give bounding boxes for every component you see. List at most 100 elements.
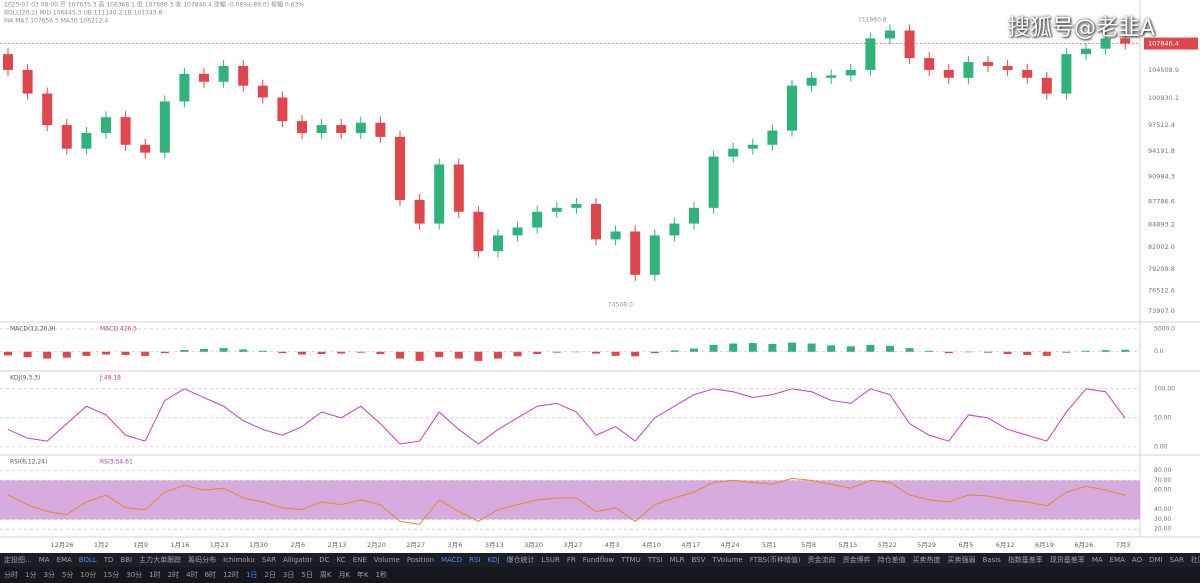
toolbar-item[interactable]: 2日 [264,571,276,579]
macd-bar [533,351,542,355]
x-tick-label: 5月1 [762,541,777,549]
y-tick-label: 104508.9 [1148,66,1179,74]
toolbar-item[interactable]: 6时 [204,571,217,579]
candle-body [22,69,33,94]
toolbar-item[interactable]: 1日 [245,571,258,579]
toolbar-item[interactable]: MA [1091,556,1103,564]
toolbar-item[interactable]: TD [103,556,114,564]
toolbar-item[interactable]: MACD [441,556,463,564]
toolbar-item[interactable]: 筹码分布 [188,556,217,564]
toolbar-item[interactable]: EMA [1109,556,1125,564]
candle-body [120,117,131,145]
candle-body [297,121,307,133]
y-tick-label: 5000.0 [1154,325,1175,332]
toolbar-item[interactable]: 15分 [103,571,120,579]
toolbar-item[interactable]: 3分 [43,571,55,579]
candle-body [767,130,778,145]
toolbar-item[interactable]: 1分 [25,571,37,579]
toolbar-item[interactable]: 资金博弈 [842,556,871,564]
toolbar-item[interactable]: 30分 [126,571,143,579]
toolbar-item[interactable]: 持仓差值 [877,556,906,564]
toolbar-item[interactable]: FR [566,556,576,564]
toolbar-item[interactable]: SAR [1169,556,1184,564]
x-tick-label: 1月30 [249,541,268,549]
toolbar-item[interactable]: 年K [357,571,369,579]
toolbar-item[interactable]: 定投图... [4,556,32,564]
toolbar-item[interactable]: 12时 [223,571,239,579]
toolbar-item[interactable]: BBI [120,556,133,564]
toolbar-item[interactable]: 5日 [301,571,313,579]
candle-body [983,62,993,66]
candle-body [532,211,543,228]
x-tick-label: 4月17 [681,541,700,549]
macd-bar [964,351,973,353]
toolbar-item[interactable]: TVolume [712,556,743,564]
toolbar-item[interactable]: EMA [56,556,72,564]
toolbar-item[interactable]: Fundflow [582,556,615,564]
toolbar-item[interactable]: 月K [338,571,351,579]
macd-bar [141,351,150,356]
toolbar-item[interactable]: 现货基差率 [1049,556,1085,564]
toolbar-item[interactable]: SAR [261,556,277,564]
candle-body [806,77,817,86]
toolbar-item[interactable]: 买卖强弱 [947,556,976,564]
toolbar-item[interactable]: 周K [319,571,332,579]
toolbar-item[interactable]: DMI [1149,556,1163,564]
toolbar-item[interactable]: BSV [691,556,706,564]
candle-body [1022,69,1033,78]
toolbar-item[interactable]: MLR [669,556,685,564]
macd-bar [219,348,228,352]
candle-body [963,62,974,78]
toolbar-item[interactable]: Position [406,556,435,564]
toolbar-item[interactable]: 5分 [61,571,74,579]
candle-body [1041,77,1052,94]
toolbar-item[interactable]: 1时 [149,571,161,579]
toolbar-item[interactable]: RSI [469,556,481,564]
toolbar-item[interactable]: 分时 [4,571,18,579]
toolbar-item[interactable]: FTBS(币种增值) [749,556,801,564]
x-tick-label: 5月22 [878,541,897,549]
macd-bar [1042,351,1051,356]
y-tick-label: 76512.6 [1148,286,1175,294]
toolbar-item[interactable]: TTMU [621,556,641,564]
toolbar-item[interactable]: 指数基差率 [1007,556,1043,564]
candle-body [551,207,562,212]
toolbar-item[interactable]: MA [38,556,50,564]
x-tick-label: 2月27 [406,541,425,549]
toolbar-item[interactable]: 10分 [80,571,97,579]
toolbar-item[interactable]: 爆仓统计 [506,556,535,564]
candle-body [355,122,366,133]
y-tick-label: 82002.0 [1148,243,1175,251]
macd-bar [337,351,346,354]
macd-bar [23,351,32,358]
toolbar-item[interactable]: 3日 [282,571,295,579]
macd-bar [807,343,816,352]
toolbar-item[interactable]: BOLL [78,556,97,564]
macd-bar [160,351,169,354]
toolbar-item[interactable]: TTSI [647,556,663,564]
toolbar-item[interactable]: LSUR [541,556,560,564]
toolbar-item[interactable]: 1秒 [375,571,388,579]
toolbar-item[interactable]: Volume [373,556,400,564]
candle-body [238,65,249,86]
toolbar-item[interactable]: DC [319,556,330,564]
toolbar-item[interactable]: 社区指标 [1190,556,1200,564]
y-tick-label: 40.00 [1154,506,1171,513]
toolbar-item[interactable]: Basis [982,556,1001,564]
toolbar-item[interactable]: KC [336,556,346,564]
toolbar-item[interactable]: KDJ [487,556,500,564]
macd-bar [278,351,287,354]
candle-body [434,164,445,224]
toolbar-item[interactable]: 买卖热度 [912,556,941,564]
toolbar-item[interactable]: AO [1131,556,1143,564]
last-price-label: 107846.4 [1148,40,1179,48]
toolbar-item[interactable]: ENE [352,556,367,564]
toolbar-item[interactable]: 主力大单跟踪 [139,556,182,564]
toolbar-item[interactable]: Alligator [283,556,313,564]
toolbar-item[interactable]: 4时 [186,571,198,579]
toolbar-item[interactable]: 2时 [167,571,180,579]
macd-bar [1003,351,1012,355]
toolbar-item[interactable]: Ichimoku [223,556,255,564]
candle-body [1061,54,1072,94]
toolbar-item[interactable]: 资金流向 [807,556,836,564]
